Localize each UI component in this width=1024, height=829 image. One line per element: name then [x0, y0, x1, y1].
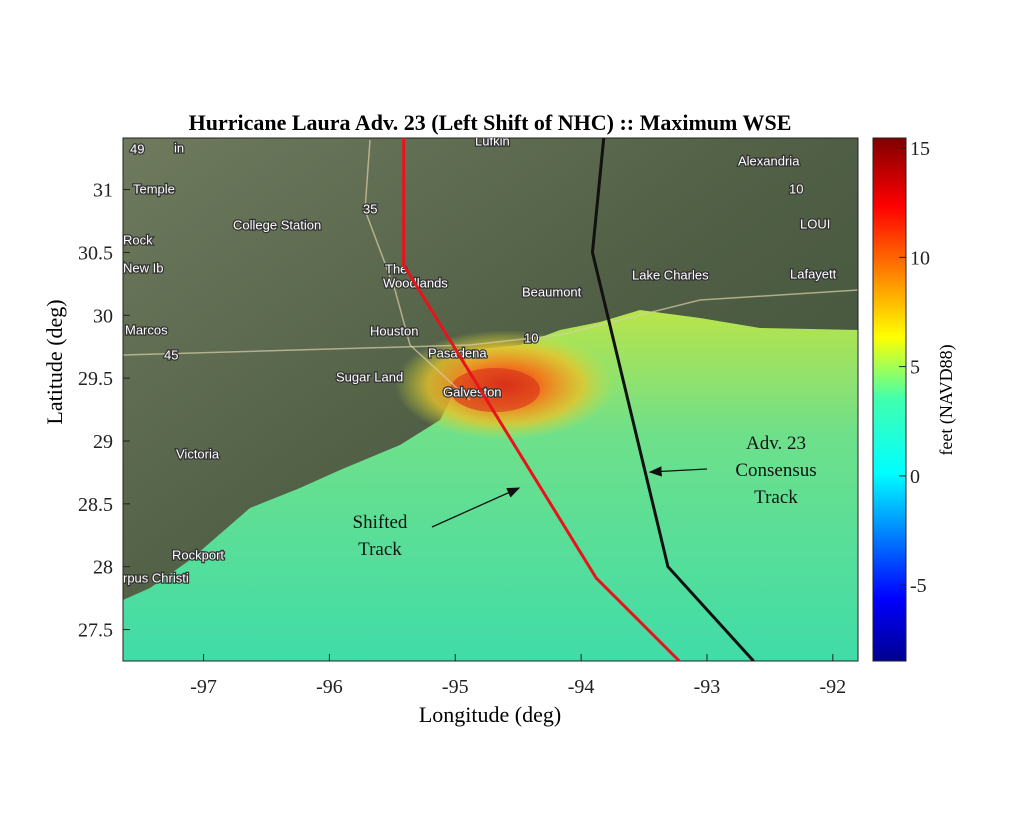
map-label: rpus Christi [123, 570, 189, 585]
y-tick-label: 30 [93, 305, 113, 327]
colorbar-tick-label: 10 [910, 247, 930, 269]
map-label: in [174, 140, 184, 155]
map-label: Victoria [176, 446, 220, 461]
x-tick-label: -95 [442, 676, 469, 698]
annotation-arrow [648, 466, 708, 477]
y-tick-label: 29.5 [78, 368, 113, 390]
y-axis-label: Latitude (deg) [42, 299, 67, 424]
x-tick-label: -96 [316, 676, 343, 698]
colorbar-tick-label: 5 [910, 357, 920, 379]
annotation-arrow [431, 487, 521, 528]
y-tick-label: 31 [93, 180, 113, 202]
colorbar-tick-label: -5 [910, 575, 927, 597]
y-tick-label: 29 [93, 431, 113, 453]
map-label: Lafayett [790, 266, 837, 281]
y-tick-label: 30.5 [78, 242, 113, 264]
map-label: Galveston [443, 384, 502, 399]
map-label: Rock [123, 232, 153, 247]
colorbar-tick-label: 0 [910, 466, 920, 488]
map-label: College Station [233, 217, 321, 232]
map-label: LOUI [800, 216, 830, 231]
chart-title: Hurricane Laura Adv. 23 (Left Shift of N… [189, 110, 792, 135]
map-label: Alexandria [738, 153, 800, 168]
y-tick-label: 28.5 [78, 494, 113, 516]
map-label: Beaumont [522, 284, 582, 299]
track-line [402, 138, 681, 661]
colorbar-tick-label: 15 [910, 138, 930, 160]
plot-frame [122, 137, 859, 662]
map-label: 10 [789, 181, 803, 196]
x-tick-label: -94 [568, 676, 595, 698]
map-label: Marcos [125, 322, 168, 337]
map-label: Lake Charles [632, 267, 709, 282]
map-background [123, 138, 858, 661]
map-label: Temple [133, 181, 175, 196]
annotation-text: Track [754, 487, 798, 508]
annotation-text: Consensus [735, 460, 816, 481]
x-tick-label: -92 [819, 676, 846, 698]
x-tick-label: -97 [190, 676, 217, 698]
map-label: Rockport [172, 547, 224, 562]
map-label: 35 [363, 201, 377, 216]
annotation-text: Adv. 23 [746, 433, 806, 454]
y-tick-label: 28 [93, 557, 113, 579]
map-label: Sugar Land [336, 369, 403, 384]
map-label: New Ib [123, 260, 163, 275]
colorbar-label: feet (NAVD88) [936, 344, 957, 455]
colorbar [872, 137, 907, 662]
map-label: 45 [164, 347, 178, 362]
x-axis-label: Longitude (deg) [419, 702, 561, 727]
map-label: Houston [370, 323, 418, 338]
map-label: Lufkin [475, 133, 510, 148]
annotation-text: Track [358, 539, 402, 560]
annotation-text: Shifted [353, 512, 408, 533]
x-tick-label: -93 [694, 676, 721, 698]
map-label: 49 [130, 141, 144, 156]
track-line [590, 138, 755, 661]
y-tick-label: 27.5 [78, 620, 113, 642]
map-label: 10 [524, 330, 538, 345]
